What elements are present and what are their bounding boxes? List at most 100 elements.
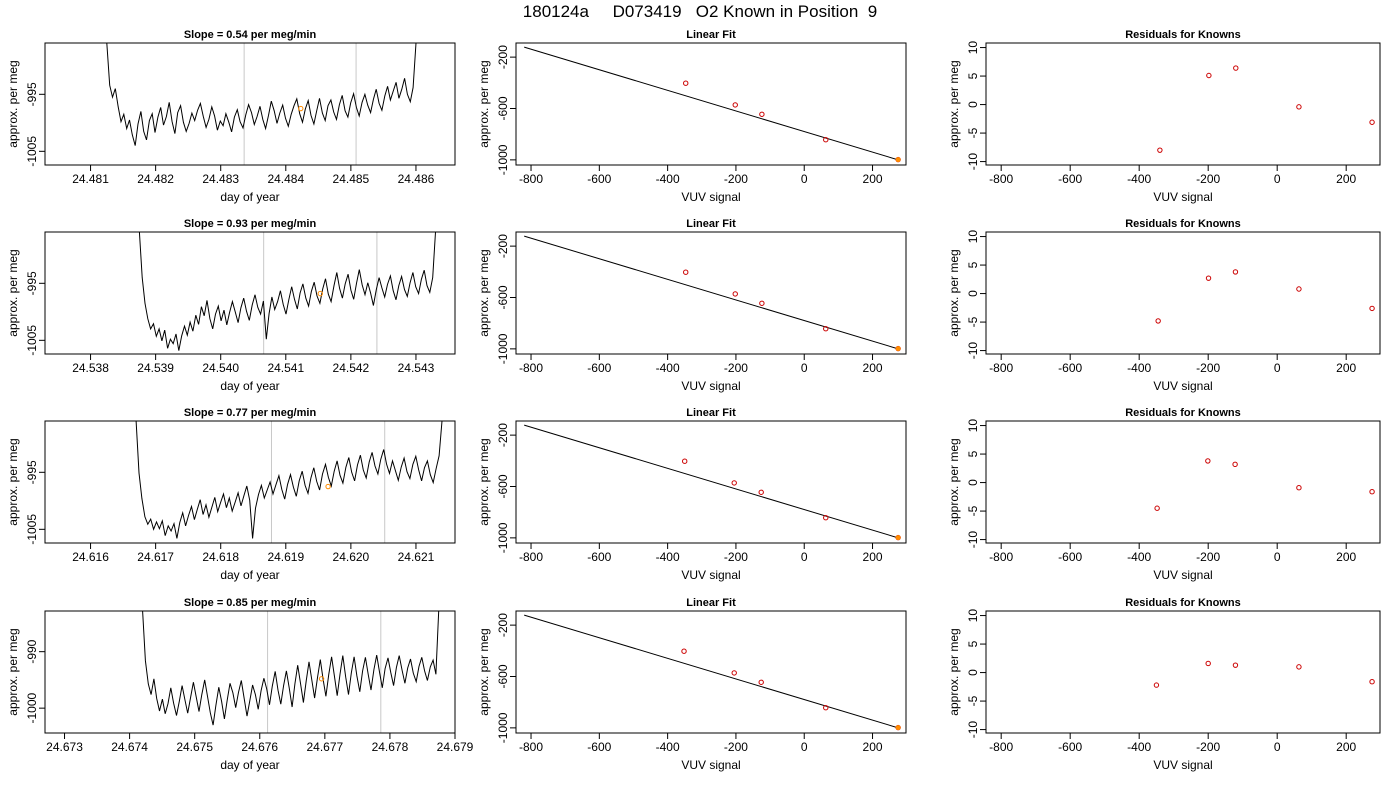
x-tick-label: -200	[724, 172, 748, 186]
x-tick-label: -200	[1196, 361, 1220, 375]
y-tick-label: -600	[496, 285, 510, 309]
x-tick-label: 24.619	[267, 550, 304, 564]
y-tick-label: -600	[496, 474, 510, 498]
x-tick-label: 24.540	[202, 361, 239, 375]
data-point	[1155, 318, 1161, 324]
y-tick-label: -200	[496, 234, 510, 258]
y-axis-label: approx. per meg	[947, 628, 961, 715]
fit-line	[524, 46, 899, 161]
data-point	[1369, 305, 1375, 312]
y-axis-label: approx. per meg	[6, 628, 20, 715]
highlight-point	[895, 535, 901, 541]
x-tick-label: -800	[519, 361, 543, 375]
x-tick-label: 24.621	[398, 550, 435, 564]
highlight-point	[895, 725, 901, 731]
panel-2-1: Slope = 0.93 per meg/min 24.538 24.539 24.5…	[6, 218, 456, 393]
x-tick-label: 0	[1274, 550, 1281, 564]
y-axis-label: approx. per meg	[477, 438, 491, 525]
plot-frame	[44, 42, 456, 166]
data-point	[732, 102, 738, 108]
data-point	[1232, 662, 1239, 668]
x-tick-label: -200	[724, 550, 748, 564]
y-tick-label: 10	[966, 41, 980, 55]
panel-title: Linear Fit	[686, 218, 736, 230]
data-point	[759, 111, 765, 117]
y-tick-label: -1000	[25, 692, 39, 723]
y-tick-label: -600	[496, 664, 510, 688]
x-axis-label: day of year	[220, 568, 279, 582]
y-axis-label: approx. per meg	[6, 60, 20, 147]
x-tick-label: -200	[724, 361, 748, 375]
data-point	[1233, 65, 1239, 71]
plot-frame	[985, 231, 1381, 355]
x-tick-label: 200	[863, 740, 883, 754]
series-line	[106, 43, 417, 146]
x-tick-label: -600	[587, 740, 611, 754]
y-axis-label: approx. per meg	[947, 60, 961, 147]
fit-line	[524, 614, 899, 729]
plot-area	[524, 614, 901, 731]
x-tick-label: -400	[656, 740, 680, 754]
x-axis-label: VUV signal	[681, 379, 740, 393]
panel-3-3: Residuals for Knowns -800 -600 -400 -200 0 200…	[947, 407, 1381, 582]
plot-frame	[515, 231, 907, 355]
data-point	[1369, 678, 1375, 685]
plot-frame	[44, 231, 456, 355]
x-tick-label: -200	[724, 740, 748, 754]
y-axis-label: approx. per meg	[947, 438, 961, 525]
y-tick-label: -200	[496, 45, 510, 69]
x-tick-label: -400	[1127, 361, 1151, 375]
y-tick-label: -10	[966, 531, 980, 549]
x-tick-label: -400	[656, 550, 680, 564]
x-tick-label: 24.485	[333, 172, 370, 186]
x-tick-label: 24.538	[72, 361, 109, 375]
x-tick-label: 200	[863, 172, 883, 186]
panel-4-2: Linear Fit -800 -600 -400 -200 0 200 -1000 -600 -…	[477, 597, 907, 772]
plot-area	[1155, 269, 1375, 324]
data-point	[1369, 488, 1375, 495]
x-tick-label: 24.486	[398, 172, 435, 186]
series-line	[138, 232, 436, 351]
y-tick-label: 5	[966, 72, 980, 79]
y-tick-label: -10	[966, 153, 980, 171]
x-tick-label: 200	[1336, 740, 1356, 754]
data-point	[823, 515, 829, 521]
y-tick-label: -5	[966, 127, 980, 138]
panel-title: Slope = 0.85 per meg/min	[184, 597, 317, 609]
x-tick-label: 0	[1274, 172, 1281, 186]
x-axis-label: day of year	[220, 190, 279, 204]
plot-area	[1154, 458, 1375, 511]
data-point	[1205, 458, 1211, 464]
plot-area	[106, 43, 417, 165]
mean-marker	[317, 290, 323, 297]
fit-line	[524, 235, 899, 350]
panel-title: Residuals for Knowns	[1125, 597, 1241, 609]
y-axis-label: approx. per meg	[477, 249, 491, 336]
x-tick-label: 200	[1336, 550, 1356, 564]
x-tick-label: -600	[587, 172, 611, 186]
y-tick-label: 10	[966, 230, 980, 244]
panel-4-3: Residuals for Knowns -800 -600 -400 -200 0 200…	[947, 597, 1381, 772]
x-tick-label: -400	[656, 172, 680, 186]
y-tick-label: -5	[966, 505, 980, 516]
y-axis-label: approx. per meg	[477, 628, 491, 715]
data-point	[1296, 664, 1302, 670]
panel-1-2: Linear Fit -800 -600 -400 -200 0 200 -1000 -600 -…	[477, 29, 907, 204]
y-tick-label: -200	[496, 423, 510, 447]
data-point	[823, 705, 829, 711]
panel-title: Slope = 0.77 per meg/min	[184, 407, 317, 419]
x-axis-label: VUV signal	[1153, 379, 1212, 393]
plot-area	[524, 46, 901, 163]
panel-title: Residuals for Knowns	[1125, 218, 1241, 230]
x-tick-label: 24.542	[333, 361, 370, 375]
data-point	[758, 679, 764, 685]
y-tick-label: -995	[25, 460, 39, 484]
x-tick-label: -400	[1127, 550, 1151, 564]
data-point	[1206, 72, 1212, 79]
x-axis-label: VUV signal	[1153, 190, 1212, 204]
data-point	[1296, 485, 1302, 491]
plot-frame	[515, 420, 907, 544]
data-point	[683, 269, 689, 275]
y-tick-label: 5	[966, 261, 980, 268]
